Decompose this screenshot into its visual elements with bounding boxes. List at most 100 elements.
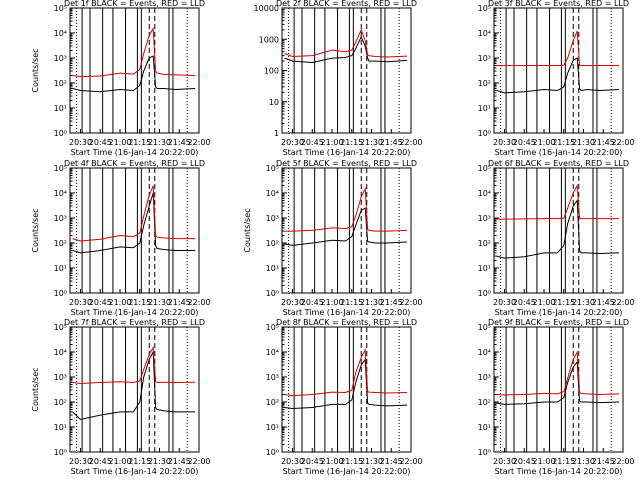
- plot-frame: [69, 167, 200, 294]
- y-tick-label: 10¹: [54, 104, 67, 113]
- y-tick-label: 10¹: [478, 264, 491, 273]
- x-tick-label: 21:45: [380, 457, 403, 466]
- y-tick-label: 10²: [266, 239, 279, 248]
- y-tick-label: 10⁴: [54, 29, 67, 38]
- x-tick-label: 21:45: [592, 457, 615, 466]
- y-tick-label: 10⁰: [478, 289, 491, 298]
- x-tick-label: 21:30: [360, 457, 383, 466]
- x-tick-label: 21:45: [380, 298, 403, 307]
- x-tick-label: 22:00: [187, 138, 210, 147]
- x-tick-label: 21:30: [572, 298, 595, 307]
- plot-frame: [493, 326, 624, 453]
- y-tick-label: 10²: [54, 398, 67, 407]
- x-tick-label: 20:45: [89, 298, 112, 307]
- events-series-line: [284, 358, 408, 410]
- y-tick-label: 10²: [266, 398, 279, 407]
- x-axis-label: Start Time (16-Jan-14 20:22:00): [71, 148, 199, 157]
- x-axis-label: Start Time (16-Jan-14 20:22:00): [71, 308, 199, 317]
- y-tick-label: 10⁰: [54, 448, 67, 457]
- panel-title: Det 3f BLACK = Events, RED = LLD: [488, 0, 629, 8]
- x-tick-label: 21:00: [532, 457, 555, 466]
- y-tick-label: 10⁵: [266, 164, 279, 173]
- x-axis-label: Start Time (16-Jan-14 20:22:00): [283, 467, 411, 476]
- x-tick-label: 21:30: [572, 457, 595, 466]
- y-tick-label: 10²: [54, 239, 67, 248]
- x-tick-label: 21:30: [148, 457, 171, 466]
- y-tick-label: 10¹: [478, 104, 491, 113]
- y-axis-label: Counts/sec: [31, 208, 40, 252]
- y-tick-label: 1: [274, 129, 279, 138]
- panel-title: Det 9f BLACK = Events, RED = LLD: [488, 318, 629, 327]
- y-tick-label: 10¹: [266, 264, 279, 273]
- x-axis-label: Start Time (16-Jan-14 20:22:00): [495, 467, 623, 476]
- events-series-line: [284, 35, 408, 64]
- y-tick-label: 10⁴: [478, 29, 491, 38]
- lld-series-line: [496, 183, 620, 220]
- x-tick-label: 20:30: [281, 457, 304, 466]
- x-tick-label: 21:15: [128, 298, 151, 307]
- x-tick-label: 20:30: [69, 138, 92, 147]
- y-tick-label: 10³: [266, 373, 279, 382]
- x-tick-label: 21:00: [320, 138, 343, 147]
- y-axis-label: Counts/sec: [31, 367, 40, 411]
- y-tick-label: 10⁰: [266, 289, 279, 298]
- y-tick-label: 10³: [266, 214, 279, 223]
- events-series-line: [72, 350, 196, 421]
- lld-series-line: [284, 348, 408, 397]
- panel-title: Det 6f BLACK = Events, RED = LLD: [488, 159, 629, 168]
- chart-panel-4: Det 4f BLACK = Events, RED = LLD 20:3020:…: [31, 159, 211, 317]
- x-tick-label: 22:00: [187, 298, 210, 307]
- y-tick-label: 10¹: [266, 423, 279, 432]
- chart-panel-1: Det 1f BLACK = Events, RED = LLD 20:3020:…: [31, 0, 211, 157]
- y-axis-label: Counts/sec: [243, 208, 252, 252]
- panel-title: Det 1f BLACK = Events, RED = LLD: [64, 0, 205, 8]
- y-tick-label: 10³: [54, 54, 67, 63]
- y-tick-label: 10⁵: [54, 323, 67, 332]
- lld-series-line: [496, 30, 620, 66]
- y-tick-label: 10⁴: [266, 348, 279, 357]
- x-tick-label: 21:15: [340, 457, 363, 466]
- panel-title: Det 2f BLACK = Events, RED = LLD: [276, 0, 417, 8]
- y-tick-label: 10³: [478, 373, 491, 382]
- y-tick-label: 1000: [259, 35, 279, 44]
- x-tick-label: 21:15: [128, 138, 151, 147]
- x-tick-label: 20:30: [69, 457, 92, 466]
- x-tick-label: 22:00: [611, 298, 634, 307]
- y-tick-label: 10⁵: [478, 323, 491, 332]
- lld-series-line: [72, 26, 196, 78]
- chart-panel-5: Det 5f BLACK = Events, RED = LLD 20:3020:…: [243, 159, 423, 317]
- x-tick-label: 22:00: [611, 138, 634, 147]
- x-tick-label: 21:30: [360, 138, 383, 147]
- y-tick-label: 10⁴: [54, 348, 67, 357]
- y-tick-label: 10⁰: [478, 129, 491, 138]
- y-tick-label: 10³: [478, 214, 491, 223]
- y-tick-label: 10³: [478, 54, 491, 63]
- x-tick-label: 21:30: [572, 138, 595, 147]
- x-tick-label: 22:00: [187, 457, 210, 466]
- x-tick-label: 21:45: [592, 298, 615, 307]
- events-series-line: [496, 57, 620, 94]
- x-tick-label: 20:45: [513, 138, 536, 147]
- plot-frame: [281, 167, 412, 294]
- x-tick-label: 20:30: [493, 457, 516, 466]
- y-tick-label: 10²: [54, 79, 67, 88]
- x-tick-label: 20:45: [301, 298, 324, 307]
- y-tick-label: 10²: [478, 79, 491, 88]
- x-axis-label: Start Time (16-Jan-14 20:22:00): [71, 467, 199, 476]
- x-tick-label: 21:30: [360, 298, 383, 307]
- x-tick-label: 21:30: [148, 298, 171, 307]
- y-tick-label: 10⁰: [54, 129, 67, 138]
- x-tick-label: 20:45: [89, 138, 112, 147]
- events-series-line: [72, 192, 196, 254]
- y-tick-label: 10⁴: [478, 189, 491, 198]
- x-tick-label: 20:45: [513, 457, 536, 466]
- x-tick-label: 20:45: [301, 457, 324, 466]
- x-tick-label: 21:45: [168, 298, 191, 307]
- y-tick-label: 10²: [478, 239, 491, 248]
- y-tick-label: 10⁰: [266, 448, 279, 457]
- x-axis-label: Start Time (16-Jan-14 20:22:00): [495, 148, 623, 157]
- x-tick-label: 21:00: [108, 138, 131, 147]
- y-tick-label: 10⁰: [478, 448, 491, 457]
- x-tick-label: 22:00: [399, 138, 422, 147]
